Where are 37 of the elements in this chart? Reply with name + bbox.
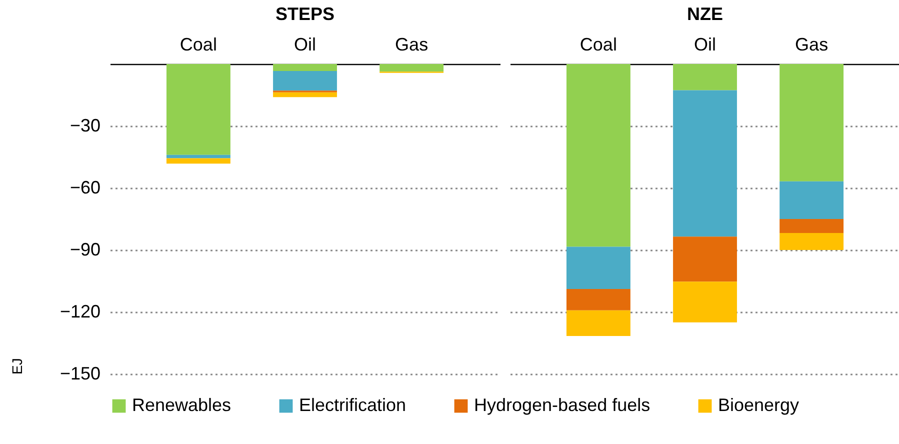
bar — [566, 64, 630, 247]
y-tick-label: −60 — [70, 178, 100, 198]
x-tick-label: Oil — [294, 34, 316, 54]
bar — [566, 310, 630, 336]
x-tick-label: Coal — [580, 34, 617, 54]
bar — [673, 282, 737, 322]
bar — [780, 64, 844, 182]
legend-label: Renewables — [132, 395, 232, 415]
y-tick-label: −150 — [60, 364, 100, 384]
y-tick-label: −120 — [60, 302, 100, 322]
bar — [273, 64, 337, 72]
y-tick-label: −30 — [70, 116, 100, 136]
legend-label: Electrification — [299, 395, 406, 415]
legend-label: Hydrogen-based fuels — [474, 395, 650, 415]
chart-title: NZE — [687, 4, 723, 24]
chart-title: STEPS — [275, 4, 335, 24]
y-axis-title: EJ — [8, 358, 25, 374]
bar — [673, 90, 737, 237]
bar — [673, 64, 737, 90]
y-tick-label: −90 — [70, 240, 100, 260]
bar — [780, 233, 844, 250]
legend-label: Bioenergy — [718, 395, 800, 415]
bar — [273, 92, 337, 98]
x-tick-label: Coal — [180, 34, 217, 54]
bar — [780, 181, 844, 219]
x-tick-label: Gas — [395, 34, 428, 54]
bar — [566, 246, 630, 290]
bar — [566, 289, 630, 310]
bar — [166, 158, 230, 164]
bar — [166, 154, 230, 158]
bar — [273, 71, 337, 91]
x-tick-label: Gas — [795, 34, 828, 54]
bar — [673, 236, 737, 282]
x-tick-label: Oil — [694, 34, 716, 54]
bar — [380, 64, 444, 72]
bar — [780, 219, 844, 234]
bar — [166, 64, 230, 155]
